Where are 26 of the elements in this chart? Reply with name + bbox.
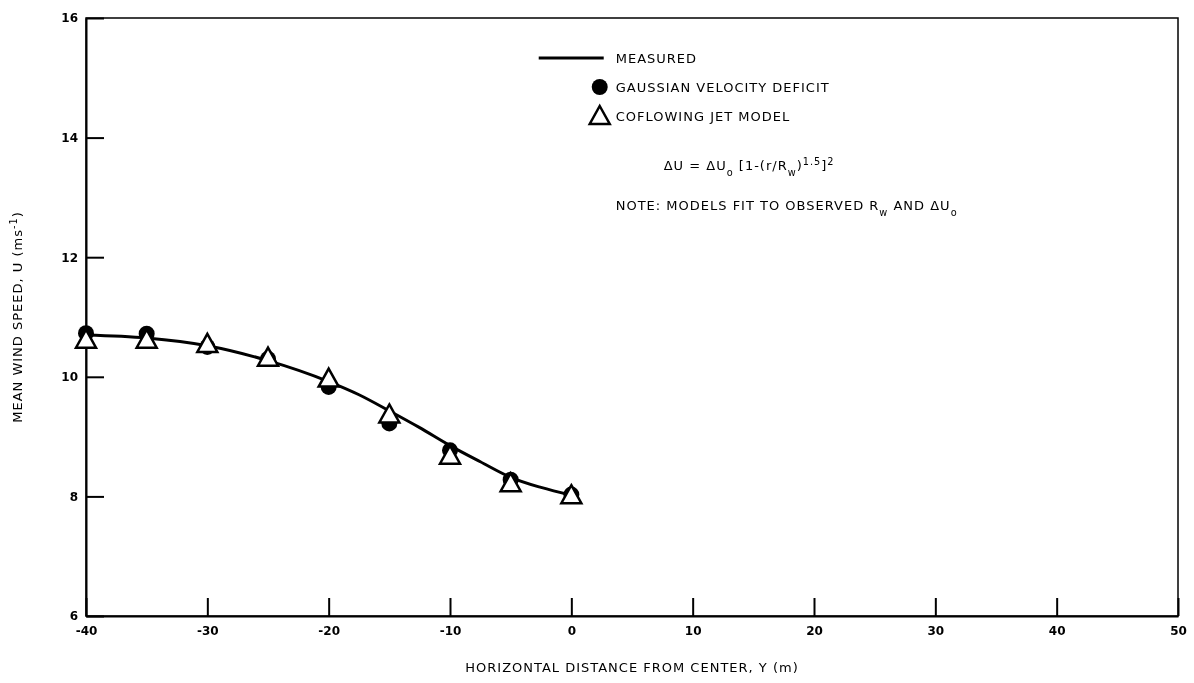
x-tick-label: -20: [318, 623, 341, 638]
point: [317, 367, 340, 388]
legend-label: MEASURED: [615, 50, 698, 66]
x-tick-label: 30: [927, 623, 945, 638]
x-tick-label: 50: [1170, 623, 1187, 638]
y-tick-label: 10: [61, 370, 78, 385]
x-axis-title: HORIZONTAL DISTANCE FROM CENTER, Y (m): [465, 660, 799, 675]
point: [499, 471, 522, 493]
point: [196, 332, 219, 354]
x-tick-label: -40: [75, 623, 98, 638]
x-tick-label: 0: [567, 623, 577, 638]
annotation: NOTE: MODELS FIT TO OBSERVED R$_{w}$ AND ΔU$_{o}$: [615, 197, 958, 218]
annotation: ΔU = ΔU$_{o}$ [1-(r/R$_{w}$)$^{1.5}$]$^{2}$: [663, 155, 835, 178]
y-tick-label: 14: [61, 130, 78, 145]
x-tick-label: 20: [806, 623, 823, 638]
legend-label: COFLOWING JET MODEL: [615, 108, 791, 124]
y-tick-label: 8: [69, 489, 78, 504]
point: [378, 403, 401, 424]
x-tick-label: -10: [439, 623, 462, 638]
x-tick-label: 40: [1048, 623, 1066, 638]
x-tick-label: 10: [684, 623, 702, 638]
y-tick-label: 12: [61, 250, 78, 265]
y-tick-label: 6: [69, 609, 78, 624]
y-tick-label: 16: [61, 11, 78, 26]
legend-label: GAUSSIAN VELOCITY DEFICIT: [615, 79, 830, 95]
x-tick-label: -30: [196, 623, 219, 638]
